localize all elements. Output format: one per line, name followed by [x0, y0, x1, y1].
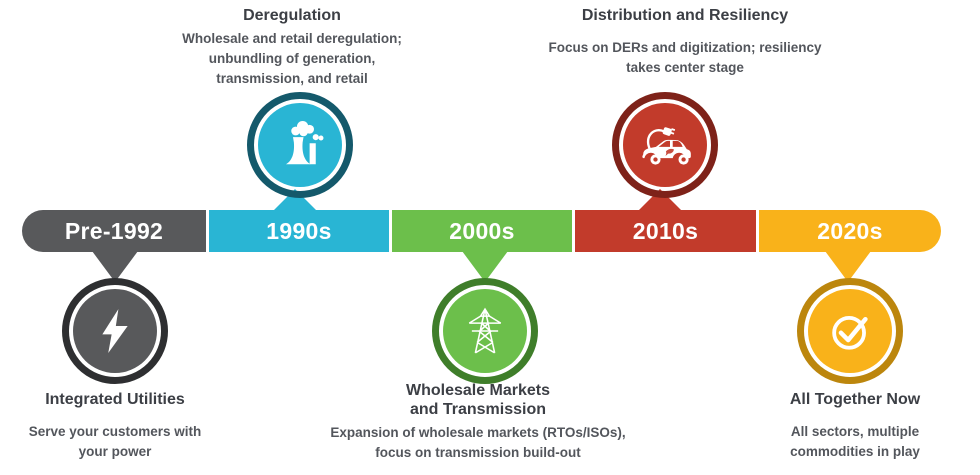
medallion-2020s	[797, 278, 903, 384]
description-line: your power	[78, 444, 152, 459]
annotation-description: Wholesale and retail deregulation; unbun…	[140, 29, 444, 89]
annotation-title: All Together Now	[789, 391, 921, 408]
annotation-1990s: Deregulation Wholesale and retail deregu…	[140, 6, 444, 89]
description-line: takes center stage	[626, 60, 744, 75]
description-line: Wholesale and retail deregulation;	[182, 31, 402, 46]
check-circle-icon	[808, 289, 892, 373]
bar-segment-1990s: 1990s	[209, 210, 389, 252]
electric-car-icon	[623, 103, 707, 187]
power-plant-icon	[258, 103, 342, 187]
description-line: focus on transmission build-out	[375, 445, 581, 460]
medallion-1990s	[247, 92, 353, 198]
bar-segment-label: 2020s	[817, 217, 883, 244]
lightning-bolt-icon	[73, 289, 157, 373]
annotation-description: Serve your customers with your power	[0, 422, 230, 462]
description-line: Serve your customers with	[28, 424, 202, 439]
bar-segment-2020s: 2020s	[759, 210, 941, 252]
annotation-2020s: All Together Now All sectors, multiple c…	[703, 390, 980, 462]
annotation-title: Integrated Utilities	[45, 391, 185, 408]
description-line: unbundling of generation,	[208, 51, 376, 66]
annotation-title: Wholesale Markets and Transmission	[326, 381, 630, 419]
annotation-2010s: Distribution and Resiliency Focus on DER…	[533, 6, 837, 78]
annotation-description: Expansion of wholesale markets (RTOs/ISO…	[326, 423, 630, 463]
annotation-description: All sectors, multiple commodities in pla…	[703, 422, 980, 462]
bar-segment-2000s: 2000s	[392, 210, 572, 252]
title-line: Wholesale Markets	[405, 382, 551, 399]
bar-segment-label: 2010s	[632, 217, 699, 244]
medallion-pre1992	[62, 278, 168, 384]
bar-segment-2010s: 2010s	[575, 210, 756, 252]
description-line: Focus on DERs and digitization; resilien…	[548, 40, 822, 55]
bar-segment-label: 2000s	[449, 217, 515, 244]
description-line: All sectors, multiple	[790, 424, 920, 439]
annotation-title: Deregulation	[243, 7, 341, 24]
annotation-2000s: Wholesale Markets and Transmission Expan…	[326, 381, 630, 463]
annotation-pre1992: Integrated Utilities Serve your customer…	[0, 390, 230, 462]
title-line: and Transmission	[409, 401, 547, 418]
transmission-tower-icon	[443, 289, 527, 373]
description-line: commodities in play	[790, 444, 920, 459]
bar-segment-label: Pre-1992	[64, 217, 164, 244]
annotation-description: Focus on DERs and digitization; resilien…	[533, 38, 837, 78]
medallion-2000s	[432, 278, 538, 384]
annotation-title: Distribution and Resiliency	[581, 7, 789, 24]
bar-segment-label: 1990s	[266, 217, 332, 244]
medallion-2010s	[612, 92, 718, 198]
bar-segment-pre1992: Pre-1992	[22, 210, 206, 252]
description-line: transmission, and retail	[216, 71, 368, 86]
description-line: Expansion of wholesale markets (RTOs/ISO…	[330, 425, 626, 440]
